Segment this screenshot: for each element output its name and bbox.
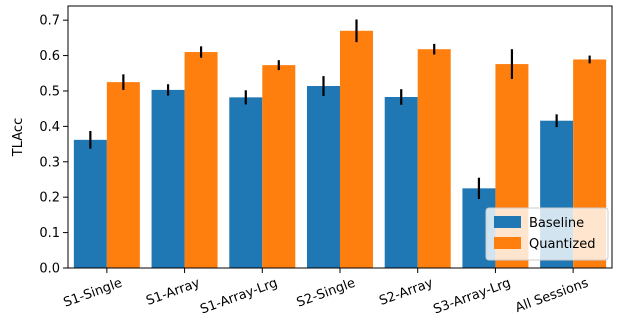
y-tick-label: 0.0 (39, 262, 60, 277)
legend-label-quantized: Quantized (529, 237, 595, 252)
bar-baseline-s1-array-lrg (229, 97, 263, 268)
y-tick-label: 0.6 (39, 49, 60, 64)
x-tick-label: S3-Array-Lrg (432, 276, 513, 318)
y-tick-label: 0.3 (39, 155, 60, 170)
y-tick-label: 0.1 (39, 226, 60, 241)
x-tick-label: S2-Array (377, 276, 435, 309)
legend-label-baseline: Baseline (529, 216, 584, 231)
bar-quantized-s1-array (184, 52, 218, 269)
errorbars-group (89, 19, 591, 199)
y-tick-label: 0.4 (39, 120, 60, 135)
bar-quantized-s1-array-lrg (262, 65, 296, 268)
y-tick-label: 0.7 (39, 14, 60, 29)
y-tick-label: 0.5 (39, 84, 60, 99)
bar-quantized-s2-single (340, 30, 373, 268)
bar-baseline-s1-single (73, 139, 107, 268)
x-tick-label: S1-Array (144, 276, 202, 309)
bar-quantized-s1-single (106, 82, 140, 269)
y-axis-label: TLAcc (11, 118, 26, 157)
bar-baseline-s2-array (384, 96, 418, 269)
legend-swatch-quantized (494, 237, 521, 249)
legend-swatch-baseline (494, 216, 521, 228)
x-tick-label: All Sessions (513, 276, 590, 316)
x-tick-label: S2-Single (295, 276, 358, 311)
x-tick-label: S1-Single (62, 276, 125, 311)
y-tick-label: 0.2 (39, 191, 60, 206)
bar-quantized-s2-array (417, 49, 451, 268)
legend: Baseline Quantized (485, 207, 609, 261)
bar-baseline-s1-array (151, 89, 185, 268)
bar-baseline-s2-single (307, 86, 340, 269)
x-tick-label: S1-Array-Lrg (198, 276, 279, 318)
